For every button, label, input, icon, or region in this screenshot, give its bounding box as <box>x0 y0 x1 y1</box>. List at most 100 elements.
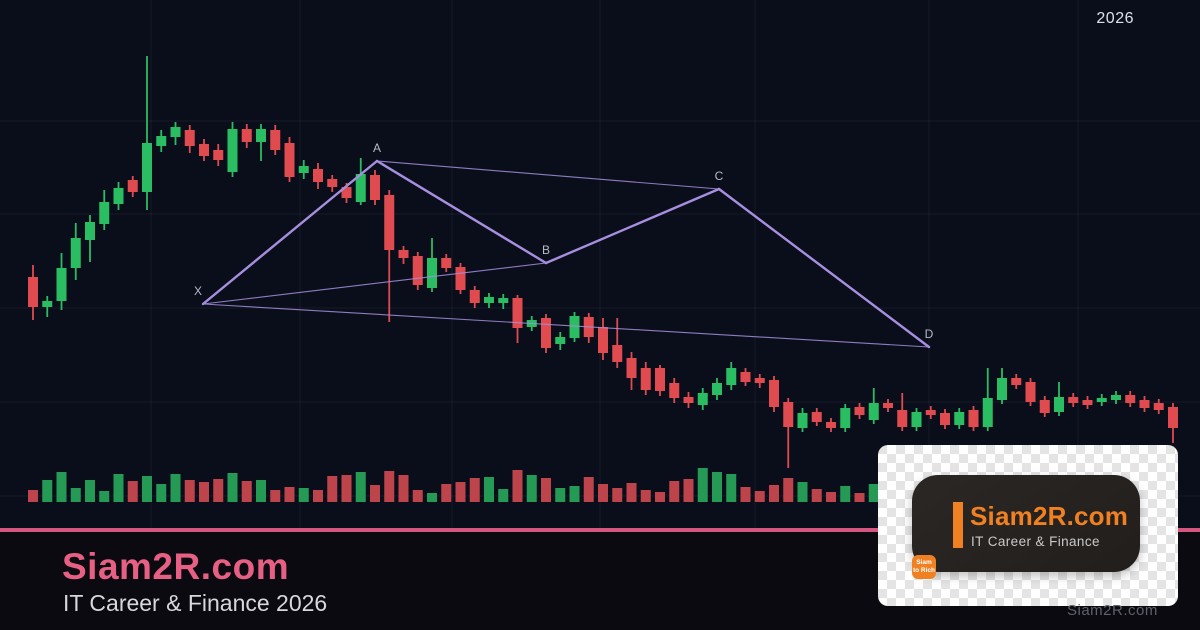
candle-body <box>184 130 195 146</box>
candle-body <box>897 410 908 427</box>
candle-body <box>1011 378 1022 385</box>
volume-bar <box>298 488 309 502</box>
volume-bar <box>99 491 110 502</box>
volume-bar <box>498 489 509 502</box>
volume-bar <box>441 484 452 502</box>
candle-body <box>241 129 252 142</box>
volume-bar <box>541 478 551 502</box>
candle-body <box>1096 398 1107 402</box>
candle-body <box>925 410 936 415</box>
volume-bar <box>455 482 466 502</box>
volume-bar <box>398 475 409 502</box>
candle-body <box>555 337 566 344</box>
candle-body <box>370 175 380 200</box>
candle-body <box>1153 403 1164 410</box>
volume-bar <box>284 487 295 502</box>
volume-bar <box>412 490 423 502</box>
candle-body <box>56 268 67 301</box>
logo-card: Siam2R.com IT Career & Finance Siam to R… <box>878 445 1178 606</box>
candle-body <box>1082 400 1093 405</box>
volume-bar <box>826 492 836 502</box>
candle-body <box>227 129 238 172</box>
volume-bar <box>683 479 694 502</box>
candle-body <box>683 397 694 403</box>
candle-body <box>669 383 680 398</box>
pink-divider-line <box>0 528 1200 532</box>
volume-bar <box>85 480 95 502</box>
candle-body <box>911 412 922 427</box>
volume-bar <box>740 487 751 502</box>
logo-brand-text: Siam2R.com <box>970 501 1129 531</box>
volume-bar <box>270 490 281 502</box>
candle-body <box>797 413 808 428</box>
candle-body <box>427 258 437 288</box>
candle-body <box>1139 400 1150 408</box>
candle-body <box>1025 382 1036 402</box>
volume-bar <box>598 484 608 502</box>
candle-body <box>127 180 138 192</box>
volume-bar <box>712 472 722 502</box>
candle-body <box>612 345 623 362</box>
pattern-line-main <box>375 159 548 265</box>
volume-bar <box>640 490 651 502</box>
candle-body <box>327 179 338 187</box>
candle-body <box>355 174 366 202</box>
candle-body <box>469 290 480 303</box>
candle-body <box>313 169 323 182</box>
footer-brand-title: Siam2R.com <box>62 546 290 587</box>
candle-body <box>256 129 266 142</box>
volume-bar <box>370 485 380 502</box>
pattern-line-main <box>717 187 931 349</box>
volume-bar <box>512 470 523 502</box>
volume-bar <box>127 481 138 502</box>
candle-body <box>498 298 509 303</box>
volume-bar <box>840 486 851 502</box>
candle-body <box>484 297 494 303</box>
pattern-point-label: D <box>925 327 934 341</box>
volume-bar <box>113 474 124 502</box>
volume-bar <box>526 475 537 502</box>
candle-body <box>1125 395 1136 403</box>
pattern-line-main <box>201 159 379 306</box>
pattern-point-label: B <box>542 243 550 257</box>
candle-body <box>811 412 822 422</box>
volume-bar <box>868 484 879 502</box>
logo-tagline-text: IT Career & Finance <box>971 534 1100 549</box>
volume-bar <box>227 473 238 502</box>
volume-bar <box>355 472 366 502</box>
candle-body <box>270 130 281 150</box>
candle-body <box>626 358 637 378</box>
volume-bar <box>313 490 323 502</box>
candle-body <box>412 256 423 285</box>
candle-body <box>840 408 851 428</box>
siam-to-rich-badge: Siam to Rich <box>912 555 936 579</box>
candle-body <box>997 378 1007 400</box>
candle-body <box>1054 397 1064 412</box>
candle-body <box>42 301 53 307</box>
candle-body <box>398 250 409 258</box>
candle-body <box>854 407 865 415</box>
pattern-point-label: C <box>715 169 724 183</box>
volume-bar <box>612 488 623 502</box>
candle-body <box>769 380 779 407</box>
watermark-text: Siam2R.com <box>1067 602 1158 619</box>
volume-bar <box>384 471 395 502</box>
volume-bar <box>469 478 480 502</box>
logo-panel: Siam2R.com IT Career & Finance <box>912 475 1140 572</box>
volume-bar <box>726 474 737 502</box>
candle-body <box>113 188 124 204</box>
volume-bar <box>341 475 352 502</box>
candle-body <box>826 422 836 428</box>
footer-subtitle: IT Career & Finance 2026 <box>63 590 328 616</box>
candle-body <box>868 403 879 420</box>
candle-body <box>213 150 224 160</box>
pattern-line-thin <box>202 303 930 348</box>
candle-body <box>284 143 295 177</box>
candle-body <box>968 410 979 427</box>
volume-bar <box>70 488 81 502</box>
candle-body <box>954 412 965 425</box>
pattern-line-main <box>544 187 721 265</box>
candle-body <box>28 277 38 307</box>
candle-body <box>384 195 395 250</box>
